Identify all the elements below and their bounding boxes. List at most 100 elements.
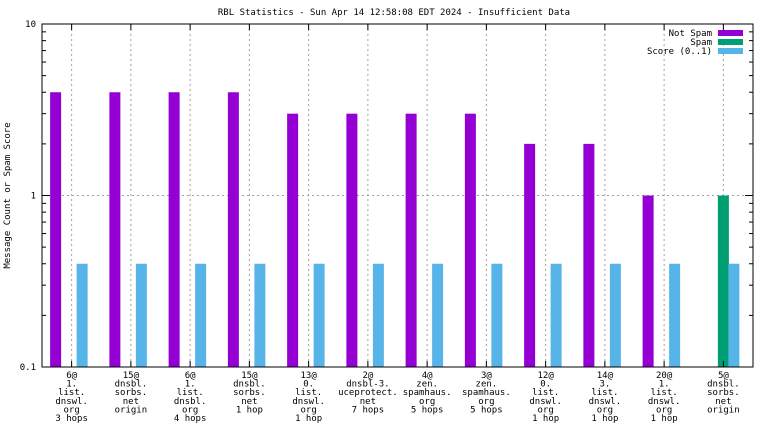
bar-score-0-1	[76, 263, 88, 367]
x-tick-label: list.	[58, 388, 85, 398]
x-tick-label: 5@	[718, 371, 729, 381]
bar-not-spam	[464, 113, 476, 367]
x-tick-label: 12@	[537, 371, 554, 381]
x-tick-label: org	[182, 405, 198, 415]
x-tick-label: dnswl.	[55, 397, 88, 407]
x-tick-label: dnsbl.	[115, 380, 148, 390]
x-tick-label: 4@	[422, 371, 433, 381]
x-tick-label: zen.	[476, 380, 498, 390]
x-tick-label: list.	[177, 388, 204, 398]
x-tick-label: 3 hops	[55, 414, 88, 424]
y-axis-label: Message Count or Spam Score	[3, 122, 13, 268]
x-tick-label: 4 hops	[174, 414, 207, 424]
x-tick-label: 2@	[362, 371, 373, 381]
x-tick-label: dnswl.	[292, 397, 325, 407]
x-tick-label: 7 hops	[352, 405, 385, 415]
x-tick-label: dnswl.	[529, 397, 562, 407]
y-tick-label: 1	[31, 192, 36, 202]
bar-score-0-1	[135, 263, 147, 367]
x-tick-label: 14@	[597, 371, 614, 381]
bar-score-0-1	[432, 263, 444, 367]
bar-score-0-1	[372, 263, 384, 367]
x-tick-label: 1 hop	[651, 414, 678, 424]
x-tick-label: 3.	[599, 380, 610, 390]
x-tick-label: 1 hop	[236, 405, 263, 415]
x-tick-label: origin	[707, 405, 740, 415]
x-tick-label: org	[419, 397, 435, 407]
x-tick-label: 5 hops	[470, 405, 503, 415]
bars	[50, 92, 740, 368]
x-tick-label: 1 hop	[591, 414, 618, 424]
x-tick-label: sorbs.	[707, 388, 740, 398]
chart-title: RBL Statistics - Sun Apr 14 12:58:08 EDT…	[218, 8, 570, 18]
x-tick-label: 1 hop	[295, 414, 322, 424]
x-tick-label: list.	[651, 388, 678, 398]
x-tick-label: dnsbl.	[174, 397, 207, 407]
y-tick-label: 0.1	[20, 363, 36, 373]
bar-score-0-1	[609, 263, 621, 367]
x-tick-label: spamhaus.	[462, 388, 511, 398]
x-tick-label: 3@	[481, 371, 492, 381]
bar-score-0-1	[491, 263, 503, 367]
bar-score-0-1	[550, 263, 562, 367]
x-tick-label: dnsbl-3.	[346, 380, 389, 390]
bar-score-0-1	[195, 263, 207, 367]
legend-swatch	[718, 48, 743, 54]
y-tick-label: 10	[25, 20, 36, 30]
legend-swatch	[718, 30, 743, 36]
x-tick-label: 0.	[540, 380, 551, 390]
grid-lines	[42, 24, 753, 367]
legend-label: Spam	[690, 38, 712, 48]
x-tick-label: 6@	[66, 371, 77, 381]
x-tick-label: org	[537, 405, 553, 415]
x-tick-label: net	[241, 397, 257, 407]
legend-label: Score (0..1)	[647, 47, 712, 57]
x-tick-label: dnsbl.	[707, 380, 740, 390]
x-tick-label: 5 hops	[411, 405, 444, 415]
legend-label: Not Spam	[669, 29, 712, 39]
bar-score-0-1	[254, 263, 266, 367]
x-tick-label: list.	[295, 388, 322, 398]
x-tick-label: 0.	[303, 380, 314, 390]
bar-spam	[717, 195, 729, 367]
x-tick-label: 1.	[185, 380, 196, 390]
x-tick-label: 1.	[659, 380, 670, 390]
x-tick-label: list.	[591, 388, 618, 398]
x-tick-label: dnsbl.	[233, 380, 266, 390]
x-tick-label: sorbs.	[115, 388, 148, 398]
x-tick-label: net	[715, 397, 731, 407]
x-tick-label: org	[478, 397, 494, 407]
x-tick-label: sorbs.	[233, 388, 266, 398]
x-tick-label: 13@	[300, 371, 317, 381]
bar-not-spam	[583, 143, 595, 367]
x-tick-label: origin	[115, 405, 148, 415]
x-tick-label: 1 hop	[532, 414, 559, 424]
bar-not-spam	[405, 113, 417, 367]
x-tick-label: spamhaus.	[403, 388, 452, 398]
bar-not-spam	[642, 195, 654, 367]
bar-not-spam	[524, 143, 536, 367]
x-tick-label: zen.	[416, 380, 438, 390]
x-tick-label: net	[123, 397, 139, 407]
x-tick-label: org	[300, 405, 316, 415]
bar-not-spam	[50, 92, 62, 368]
x-tick-label: org	[63, 405, 79, 415]
bar-not-spam	[168, 92, 180, 368]
x-tick-label: 15@	[123, 371, 140, 381]
x-tick-label: list.	[532, 388, 559, 398]
legend-swatch	[718, 39, 743, 45]
x-tick-label: 6@	[185, 371, 196, 381]
x-tick-label: dnswl.	[589, 397, 622, 407]
bar-score-0-1	[669, 263, 681, 367]
x-tick-label: 1.	[66, 380, 77, 390]
bar-not-spam	[109, 92, 121, 368]
x-tick-label: org	[656, 405, 672, 415]
x-tick-label: 15@	[241, 371, 258, 381]
bar-not-spam	[346, 113, 358, 367]
bar-not-spam	[227, 92, 239, 368]
x-tick-label: dnswl.	[648, 397, 681, 407]
bar-score-0-1	[313, 263, 325, 367]
